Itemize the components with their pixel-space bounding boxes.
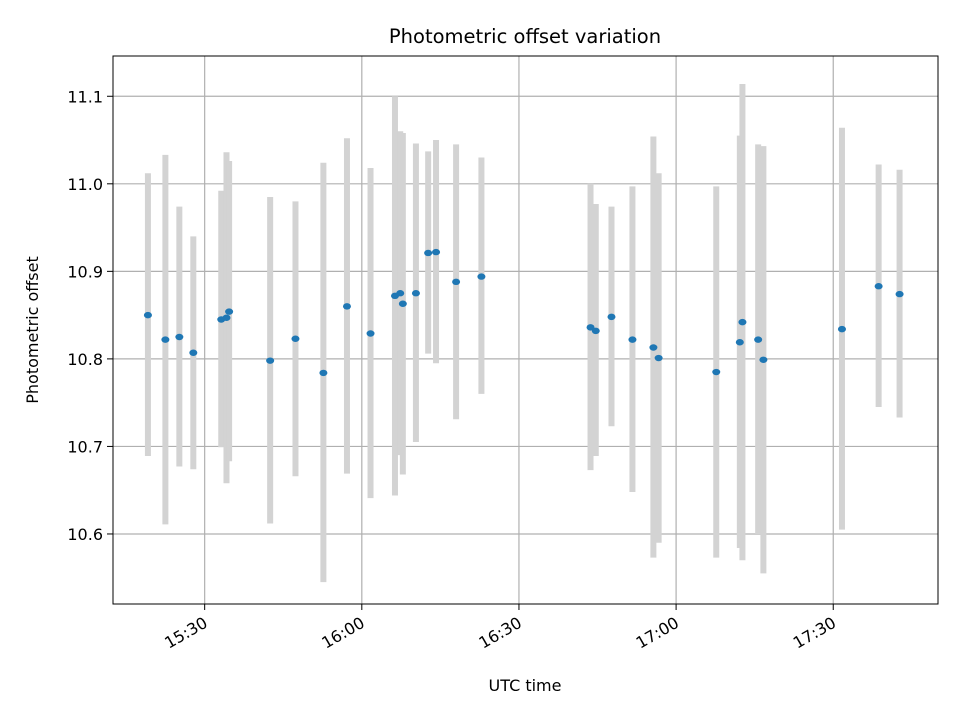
data-point [895, 290, 904, 298]
data-point [319, 369, 328, 377]
data-point [628, 336, 637, 343]
data-point [649, 344, 658, 351]
data-point [738, 318, 747, 326]
data-points [143, 248, 904, 377]
data-point [432, 248, 441, 256]
data-point [396, 290, 405, 297]
data-point [607, 313, 616, 321]
data-point [712, 368, 721, 376]
y-tick-label: 10.6 [67, 525, 103, 544]
data-point [411, 290, 420, 297]
plot-frame [112, 55, 939, 605]
data-point [222, 314, 231, 321]
y-axis-label: Photometric offset [23, 256, 42, 404]
data-point [591, 327, 600, 335]
y-tick-label: 10.8 [67, 350, 103, 369]
data-point [735, 339, 744, 346]
data-point [342, 303, 351, 310]
x-axis-label: UTC time [489, 676, 562, 695]
data-point [586, 324, 595, 331]
data-point [837, 325, 846, 333]
data-point [424, 249, 433, 257]
data-point [452, 278, 461, 286]
data-point [225, 308, 234, 315]
gridlines [113, 56, 938, 604]
data-point [161, 336, 170, 343]
data-point [398, 300, 407, 307]
data-point [366, 330, 375, 337]
data-point [143, 311, 152, 319]
y-tick-label: 10.7 [67, 437, 103, 456]
data-point [477, 273, 486, 280]
y-tick-label: 10.9 [67, 262, 103, 281]
data-point [291, 335, 300, 342]
data-point [874, 283, 883, 290]
data-point [759, 356, 768, 363]
data-point [754, 336, 763, 343]
data-point [175, 333, 184, 341]
data-point [654, 354, 663, 362]
data-point [189, 349, 198, 356]
y-tick-label: 11.0 [67, 175, 103, 194]
y-tick-label: 11.1 [67, 87, 103, 106]
chart-title: Photometric offset variation [389, 25, 661, 48]
data-point [266, 357, 275, 364]
